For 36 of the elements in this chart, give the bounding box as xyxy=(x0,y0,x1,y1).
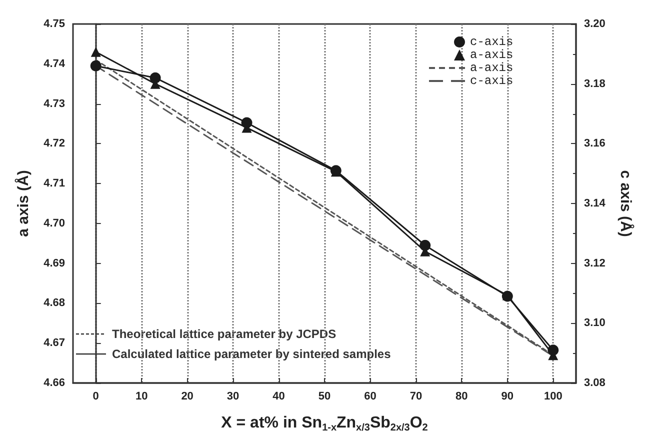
y-tick-label: 4.69 xyxy=(44,257,65,270)
y2-axis-title: c axis (Å) xyxy=(617,170,635,237)
y-tick-label: 4.75 xyxy=(44,18,65,30)
x-tick-label: 60 xyxy=(364,390,376,402)
y-tick-label: 4.68 xyxy=(44,297,65,310)
y2-tick-label: 3.12 xyxy=(584,257,606,270)
y2-tick-label: 3.10 xyxy=(584,317,606,330)
y-tick-label: 4.74 xyxy=(44,58,66,70)
y-axis-title: a axis (Å) xyxy=(14,170,32,237)
x-tick-label: 40 xyxy=(272,390,285,402)
annotation: Calculated lattice parameter by sintered samples xyxy=(112,347,392,361)
y2-tick-label: 3.16 xyxy=(584,138,606,150)
y2-tick-label: 3.08 xyxy=(584,377,606,389)
legend-label: c-axis xyxy=(470,35,514,49)
x-tick-label: 50 xyxy=(318,390,331,402)
y-tick-label: 4.72 xyxy=(44,138,65,150)
annotation: Theoretical lattice parameter by JCPDS xyxy=(112,327,336,341)
x-tick-label: 30 xyxy=(226,390,240,402)
y2-tick-label: 3.20 xyxy=(584,18,606,30)
legend-label: c-axis xyxy=(470,74,514,88)
x-tick-label: 90 xyxy=(501,390,514,402)
x-tick-label: 20 xyxy=(181,390,194,402)
y-tick-label: 4.71 xyxy=(44,178,65,190)
x-tick-label: 70 xyxy=(410,390,422,402)
y-tick-label: 4.70 xyxy=(44,217,65,230)
y2-tick-label: 3.18 xyxy=(584,78,606,90)
legend-label: a-axis xyxy=(470,48,514,62)
y-tick-label: 4.67 xyxy=(44,337,65,350)
x-tick-label: 100 xyxy=(544,390,562,402)
x-tick-label: 80 xyxy=(456,390,468,402)
y-tick-label: 4.66 xyxy=(44,377,65,389)
x-tick-label: 10 xyxy=(135,390,148,402)
x-tick-label: 0 xyxy=(92,390,99,402)
y2-tick-label: 3.14 xyxy=(584,198,606,210)
y-tick-label: 4.73 xyxy=(44,98,65,110)
legend-label: a-axis xyxy=(470,61,514,75)
